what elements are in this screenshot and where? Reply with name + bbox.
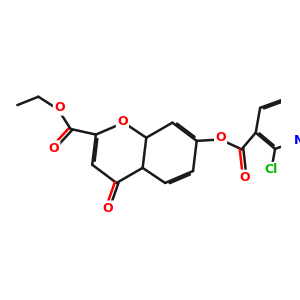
Text: O: O <box>239 171 250 184</box>
Text: O: O <box>54 101 65 114</box>
Text: O: O <box>117 115 128 128</box>
Text: O: O <box>49 142 59 154</box>
Text: N: N <box>294 134 300 147</box>
Text: O: O <box>215 131 226 144</box>
Text: O: O <box>103 202 113 215</box>
Text: Cl: Cl <box>265 163 278 176</box>
